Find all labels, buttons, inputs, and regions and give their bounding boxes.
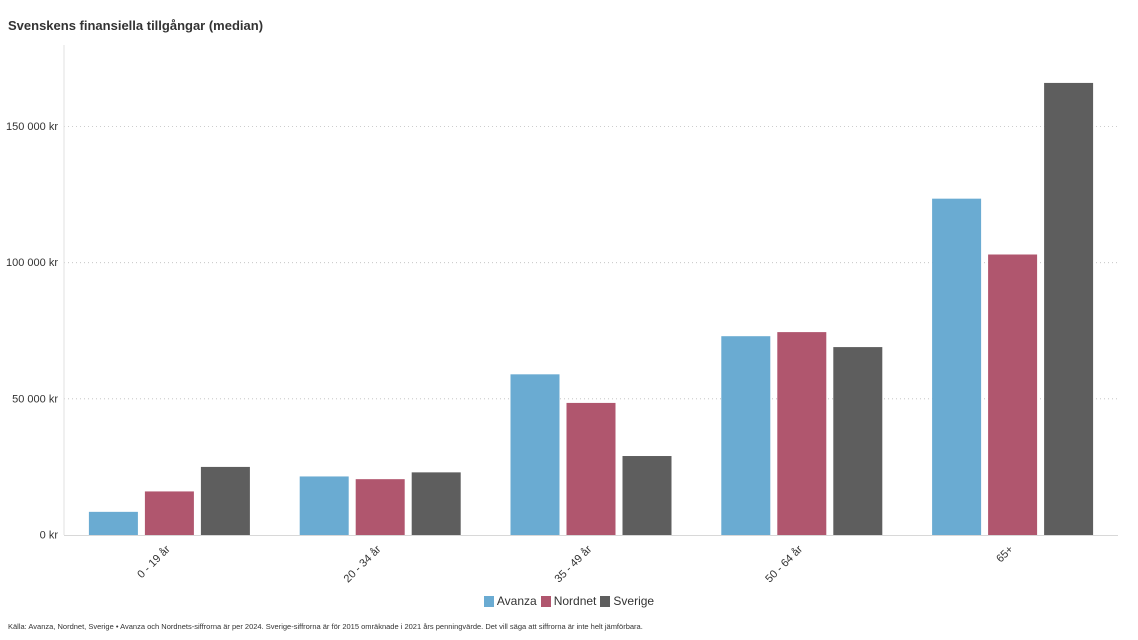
legend-label: Avanza (496, 594, 537, 608)
y-tick-label: 50 000 kr (12, 393, 58, 405)
bar-nordnet (355, 479, 405, 535)
bar-avanza (299, 476, 349, 535)
bar-nordnet (144, 491, 194, 535)
x-tick-label: 35 - 49 år (553, 543, 595, 585)
bar-sverige (200, 466, 250, 535)
legend-label: Nordnet (553, 594, 597, 608)
legend-label: Sverige (613, 594, 655, 608)
x-tick-label: 20 - 34 år (342, 543, 384, 585)
x-tick-label: 0 - 19 år (135, 543, 173, 581)
legend-item-nordnet: Nordnet (540, 594, 597, 608)
y-tick-label: 150 000 kr (6, 121, 58, 133)
legend-item-avanza: Avanza (483, 594, 537, 608)
bar-nordnet (777, 332, 827, 535)
x-tick-label: 65+ (994, 543, 1016, 565)
bar-sverige (833, 347, 883, 535)
bar-avanza (88, 511, 138, 535)
bar-avanza (932, 198, 982, 535)
bar-sverige (622, 456, 672, 535)
legend-swatch (483, 595, 494, 607)
legend-swatch (540, 595, 551, 607)
bar-avanza (510, 374, 560, 535)
x-axis: 0 - 19 år 20 - 34 år 35 - 49 år 50 - 64 år 6… (64, 535, 1118, 585)
bars (88, 82, 1094, 535)
legend-item-sverige: Sverige (600, 594, 654, 608)
bar-sverige (411, 472, 461, 535)
y-tick-label: 100 000 kr (6, 257, 58, 269)
x-tick-label: 50 - 64 år (763, 543, 805, 585)
bar-nordnet (566, 402, 616, 535)
chart-title: Svenskens finansiella tillgångar (median… (8, 18, 264, 33)
bar-avanza (721, 336, 771, 535)
bar-chart: 0 kr 50 000 kr 100 000 kr 150 000 kr 0 - 19… (6, 45, 1118, 585)
legend-swatch (600, 595, 611, 607)
legend: Avanza Nordnet Sverige (0, 594, 1138, 610)
y-tick-label: 0 kr (40, 530, 59, 542)
bar-nordnet (988, 254, 1038, 535)
bar-sverige (1044, 82, 1094, 535)
source-footnote: Källa: Avanza, Nordnet, Sverige • Avanza… (8, 622, 643, 631)
y-axis: 0 kr 50 000 kr 100 000 kr 150 000 kr (6, 45, 65, 542)
